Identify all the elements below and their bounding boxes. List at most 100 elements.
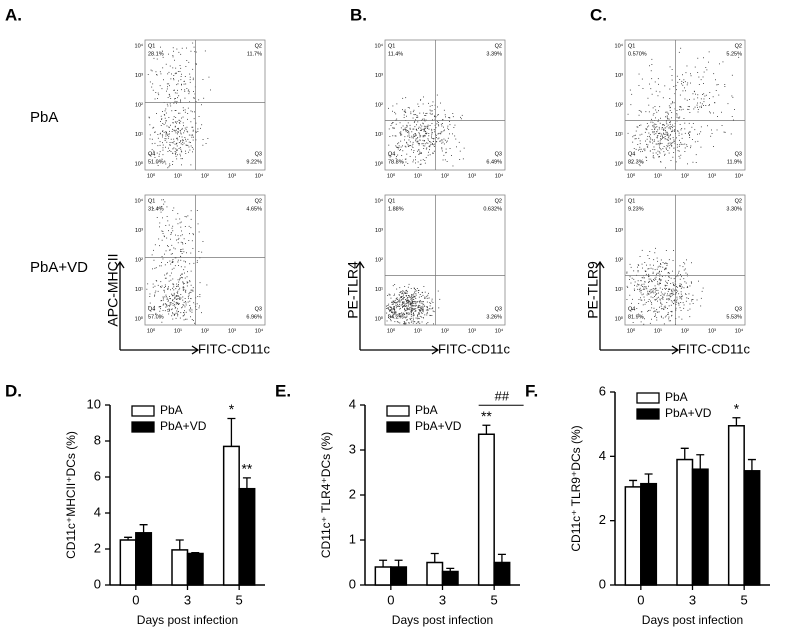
event-dot [414,290,416,292]
event-dot [190,289,192,291]
event-dot [671,69,673,70]
plot-frame [624,194,746,326]
event-dot [394,313,396,315]
y-tick-label: 6 [599,383,606,398]
event-dot [174,100,176,102]
event-dot [388,144,390,146]
event-dot [670,277,672,279]
bar [374,566,392,586]
event-dot [179,112,181,114]
event-dot [156,152,158,154]
event-dot [164,277,166,279]
event-dot [402,293,404,294]
event-dot [668,142,670,144]
event-dot [421,308,423,310]
event-dot [650,150,651,152]
event-dot [705,67,707,68]
event-dot [173,79,175,81]
event-dot [416,288,418,289]
event-dot [412,305,414,307]
event-dot [667,143,669,145]
event-dot [187,131,189,133]
event-dot [162,147,164,149]
plot-frame [144,39,266,171]
event-dot [164,284,166,286]
event-dot [169,94,170,96]
event-dot [629,263,631,265]
event-dot [169,165,171,166]
event-dot [416,130,418,131]
event-dot [690,75,692,77]
event-dot [645,286,647,287]
event-dot [411,313,413,315]
event-dot [195,64,197,65]
event-dot [658,311,660,313]
event-dot [167,97,169,98]
event-dot [678,117,680,119]
y-tick-label: 3 [349,441,356,456]
event-dot [661,276,663,277]
event-dot [398,298,400,300]
event-dot [172,67,174,69]
event-dot [412,317,414,319]
event-dot [433,150,435,152]
event-dot [423,317,424,319]
event-dot [679,285,681,287]
event-dot [162,310,164,311]
event-dot [631,302,632,304]
legend-label: PbA+VD [665,406,712,420]
event-dot [661,303,663,305]
event-dot [679,278,681,280]
event-dot [399,308,401,310]
event-dot [682,90,684,92]
event-dot [455,138,457,140]
event-dot [398,313,400,315]
quadrant-name: Q2 [735,43,742,49]
event-dot [396,288,398,290]
event-dot [686,286,688,288]
event-dot [442,123,443,124]
event-dot [671,314,673,316]
event-dot [679,124,681,125]
event-dot [663,323,665,325]
event-dot [207,138,209,139]
event-dot [432,302,434,303]
event-dot [408,139,410,141]
event-dot [440,133,442,135]
event-dot [188,141,190,143]
event-dot [641,249,643,251]
group-annotation: ## [495,389,510,404]
panel-label: D. [5,381,22,400]
event-dot [190,145,192,147]
event-dot [633,135,635,137]
event-dot [404,158,406,160]
event-dot [157,145,159,147]
event-dot [432,307,434,309]
event-dot [708,51,710,53]
event-dot [191,126,193,128]
event-dot [667,140,669,141]
event-dot [679,157,681,159]
event-dot [686,297,688,299]
event-dot [179,130,181,132]
event-dot [638,164,640,165]
event-dot [412,128,414,130]
panel-label: B. [350,5,367,24]
event-dot [394,312,396,313]
event-dot [175,151,177,153]
event-dot [691,282,692,284]
event-dot [151,143,153,145]
event-dot [416,318,418,320]
event-dot [179,298,181,300]
event-dot [672,124,673,126]
event-dot [651,64,653,65]
event-dot [399,287,401,289]
event-dot [187,296,189,298]
event-dot [395,310,397,312]
event-dot [679,296,681,297]
event-dot [452,133,453,135]
event-dot [682,108,684,110]
event-dot [159,222,161,224]
event-dot [673,147,675,149]
event-dot [652,149,654,150]
